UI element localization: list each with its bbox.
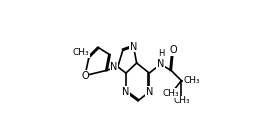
Text: CH₃: CH₃ [163,89,180,98]
Text: H: H [158,49,164,58]
Text: CH₃: CH₃ [183,76,200,85]
Text: CH₃: CH₃ [173,96,190,105]
Text: N: N [122,87,129,97]
Text: N: N [130,42,137,52]
Text: N: N [157,59,164,69]
Text: N: N [146,87,153,97]
Text: N: N [110,62,118,72]
Text: O: O [169,45,177,55]
Text: CH₃: CH₃ [73,48,89,57]
Text: O: O [81,71,89,81]
